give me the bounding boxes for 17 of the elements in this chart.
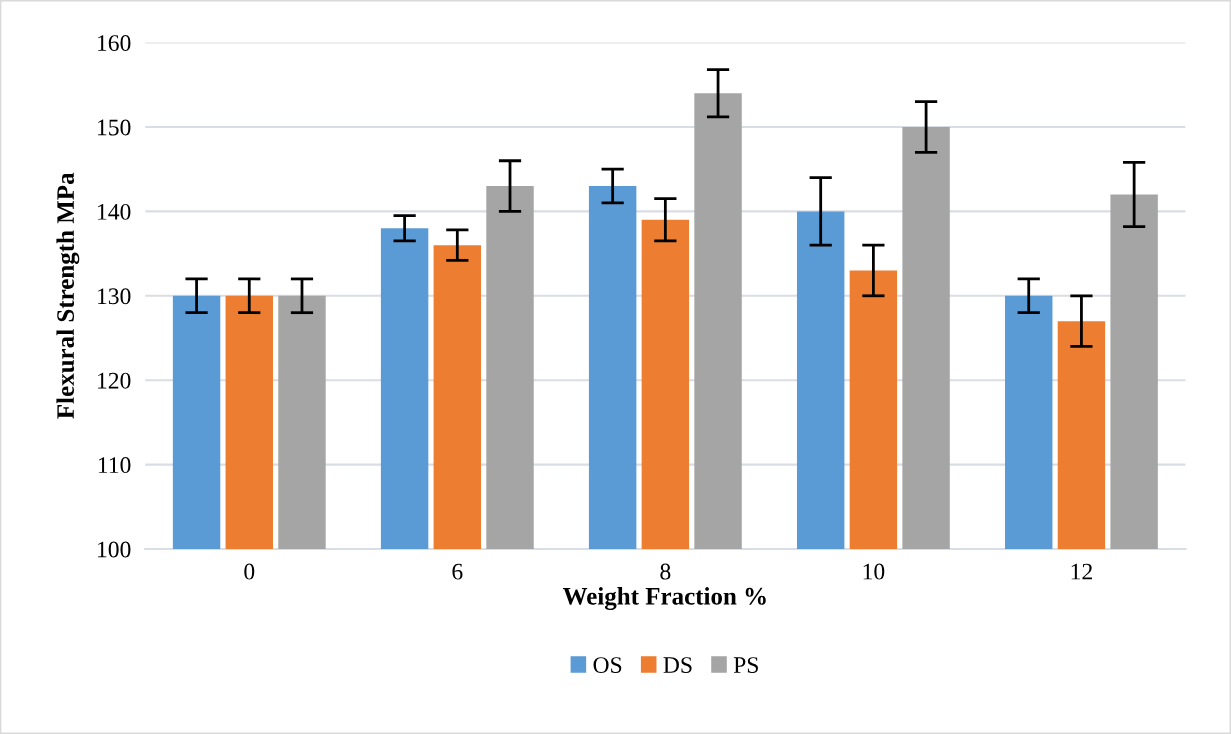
y-tick-label: 150 [98, 119, 131, 136]
x-tick-label: 6 [452, 563, 463, 580]
legend-label: OS [593, 657, 622, 673]
y-tick-label: 160 [98, 35, 131, 51]
y-tick-label: 130 [98, 288, 131, 305]
x-tick-label: 10 [863, 563, 885, 580]
x-axis-title: Weight Fraction % [562, 587, 766, 610]
legend-label: DS [663, 657, 692, 673]
y-tick-label: 110 [98, 457, 131, 474]
x-tick-label: 8 [660, 563, 671, 580]
x-tick-label: 12 [1071, 563, 1092, 580]
y-tick-label: 140 [98, 203, 131, 220]
legend-label: PS [733, 657, 758, 673]
y-axis-title: Flexural Strength MPa [56, 172, 80, 419]
x-tick-label: 0 [244, 563, 255, 580]
y-tick-label: 120 [98, 372, 131, 389]
y-tick-label: 100 [98, 541, 131, 558]
